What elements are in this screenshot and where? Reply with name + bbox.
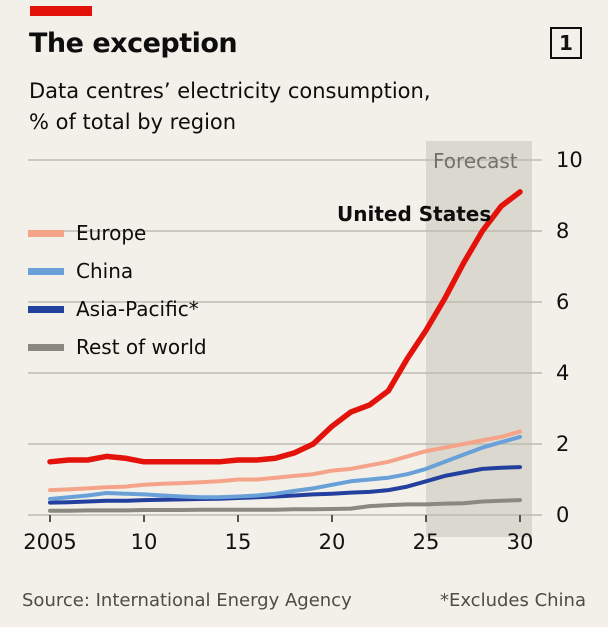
y-axis-label-8: 8 [556,219,569,243]
subtitle-line-2: % of total by region [29,110,237,134]
chart-area: 0 2 4 6 8 10 2005 10 15 20 25 30 Forecast United St… [0,138,608,563]
figure-number-box: 1 [550,27,582,59]
x-axis-label-2005: 2005 [23,530,76,554]
legend-item-europe: Europe [28,214,207,252]
united-states-series-label: United States [337,202,492,226]
legend-label-rest-of-world: Rest of world [76,335,207,359]
x-axis-label-2030: 30 [507,530,534,554]
x-axis-label-2010: 10 [131,530,158,554]
y-axis-label-10: 10 [556,148,583,172]
y-axis-label-4: 4 [556,361,569,385]
line-chart-canvas: 0 2 4 6 8 10 2005 10 15 20 25 30 [23,141,583,554]
series-line-europe [48,429,522,493]
europe-color-swatch [28,229,64,237]
forecast-label: Forecast [433,149,518,173]
figure-number: 1 [559,31,573,55]
series-line-rest-of-world [48,498,522,513]
legend-item-china: China [28,252,207,290]
legend-item-asia-pacific: Asia-Pacific* [28,290,207,328]
chart-legend: Europe China Asia-Pacific* Rest of world [28,214,207,366]
china-color-swatch [28,267,64,275]
legend-item-rest-of-world: Rest of world [28,328,207,366]
legend-label-europe: Europe [76,221,147,245]
asia-pacific-color-swatch [28,305,64,313]
chart-title: The exception [29,28,238,59]
y-axis-label-2: 2 [556,432,569,456]
rest-of-world-color-swatch [28,343,64,351]
excludes-china-footnote: *Excludes China [439,590,586,611]
chart-subtitle: Data centres’ electricity consumption, %… [29,76,431,138]
series-line-china [48,434,522,501]
x-axis-label-2015: 15 [225,530,252,554]
series-line-united-states [47,189,523,465]
legend-label-asia-pacific: Asia-Pacific* [76,297,199,321]
chart-footer: Source: International Energy Agency *Exc… [22,590,586,611]
legend-label-china: China [76,259,134,283]
x-axis-label-2025: 25 [413,530,440,554]
subtitle-line-1: Data centres’ electricity consumption, [29,79,431,103]
source-note: Source: International Energy Agency [22,590,352,611]
brand-red-tab [30,6,92,16]
y-axis-label-6: 6 [556,290,569,314]
y-axis-label-0: 0 [556,503,569,527]
series-line-asia-pacific [48,465,522,505]
x-axis-label-2020: 20 [319,530,346,554]
